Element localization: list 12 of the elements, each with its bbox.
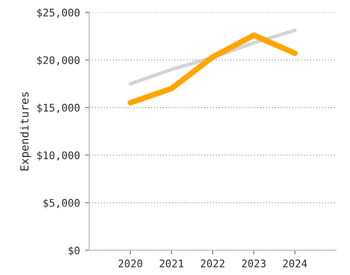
- y-tick-label: $0: [68, 246, 80, 256]
- y-axis-title: Expenditures: [20, 92, 31, 170]
- y-tick-label: $15,000: [37, 104, 80, 114]
- y-tick-label: $20,000: [37, 56, 80, 66]
- x-tick-label: 2022: [200, 260, 224, 268]
- y-tick-label: $25,000: [37, 8, 80, 18]
- x-tick-label: 2024: [283, 260, 307, 268]
- x-tick-label: 2020: [118, 260, 142, 268]
- x-tick-label: 2021: [160, 260, 184, 268]
- y-tick-label: $5,000: [44, 198, 80, 208]
- x-tick-label: 2023: [242, 260, 266, 268]
- y-tick-label: $10,000: [37, 151, 80, 161]
